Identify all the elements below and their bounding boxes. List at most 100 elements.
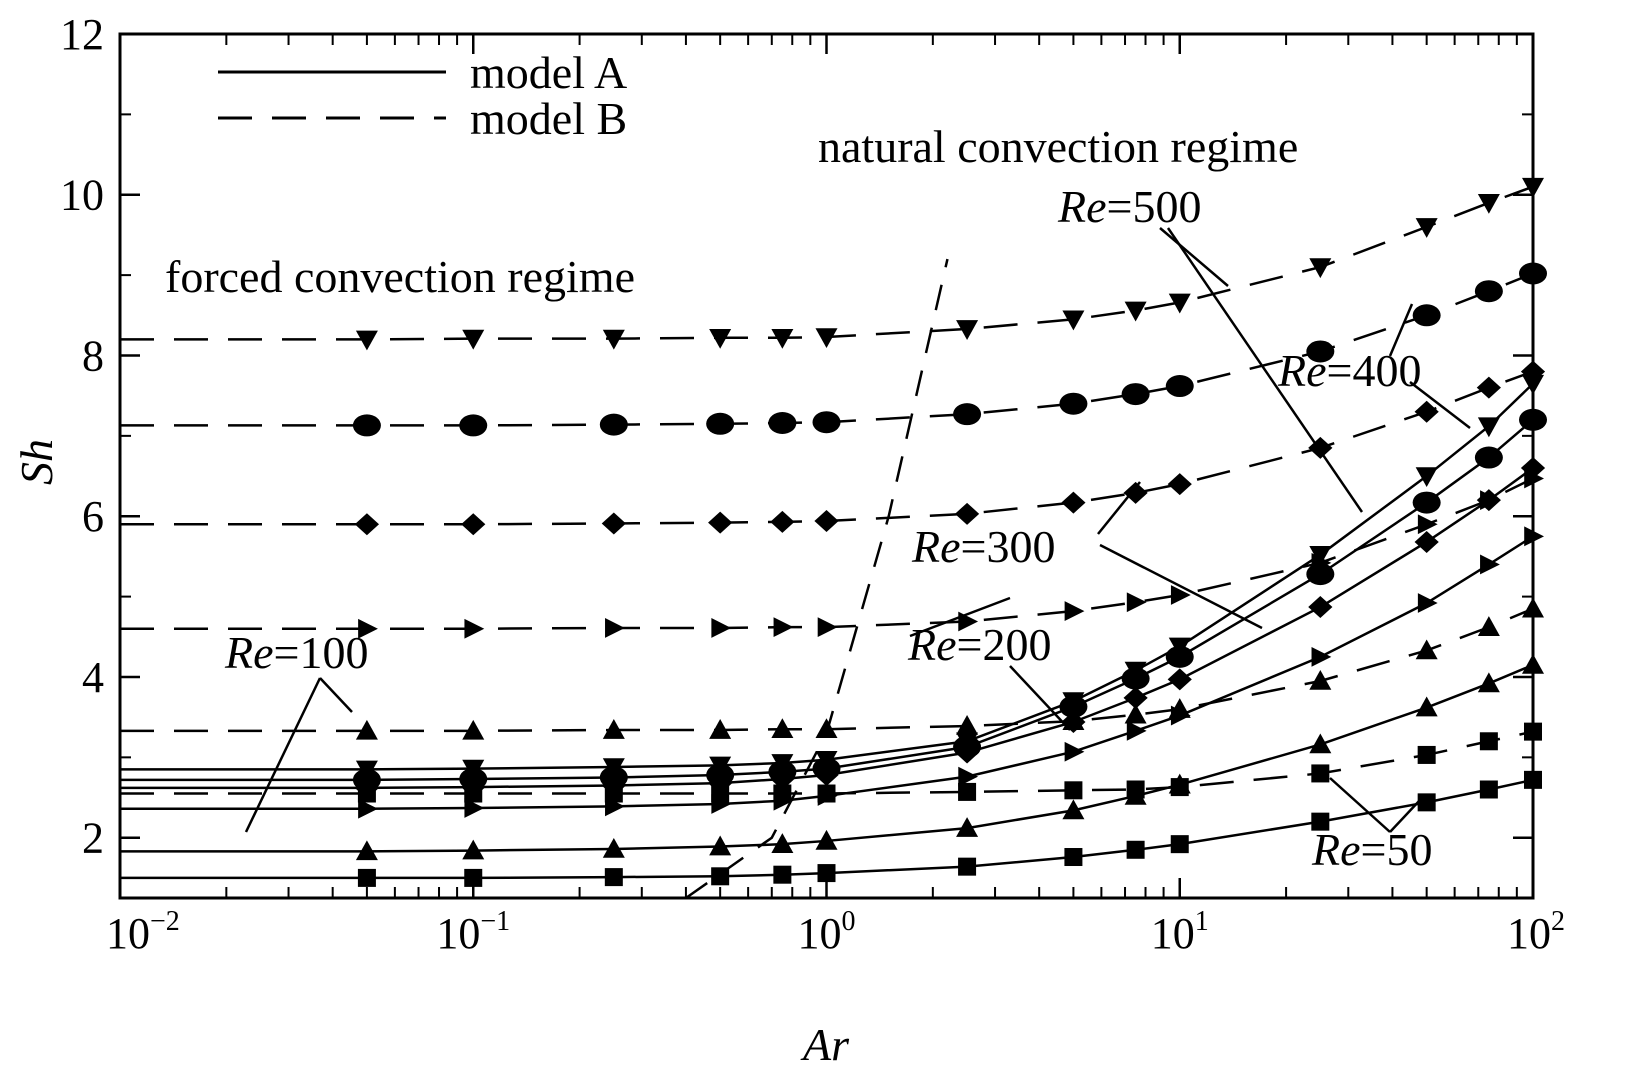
data-point-model-b-re50 xyxy=(464,784,483,803)
data-point-model-a-re200 xyxy=(464,798,485,818)
data-point-model-a-re100 xyxy=(462,839,485,860)
re50-label: Re=50 xyxy=(1311,824,1432,875)
leader-re100-a xyxy=(319,677,353,713)
x-tick-base: 10 xyxy=(1151,909,1195,958)
data-point-model-a-re300 xyxy=(1520,457,1546,480)
data-point-model-b-re200 xyxy=(1170,585,1191,605)
data-point-model-b-re50 xyxy=(1126,780,1145,799)
data-point-model-b-re500 xyxy=(1477,193,1500,214)
leader-re400-a xyxy=(1409,381,1471,429)
data-point-model-b-re200 xyxy=(711,618,732,638)
y-tick-label: 10 xyxy=(60,171,104,220)
data-point-model-a-re200 xyxy=(1524,526,1544,547)
data-point-model-b-re200 xyxy=(773,617,794,638)
data-point-model-b-re400 xyxy=(352,414,381,437)
y-tick-label: 12 xyxy=(60,10,104,59)
data-point-model-b-re400 xyxy=(953,403,982,426)
data-point-model-a-re500 xyxy=(1309,546,1332,566)
data-point-model-b-re200 xyxy=(1480,490,1500,511)
data-point-model-a-re50 xyxy=(1417,793,1436,812)
data-point-model-b-re400 xyxy=(1306,340,1335,363)
re200-label: Re=200 xyxy=(907,619,1051,670)
x-tick-exponent: 2 xyxy=(1551,906,1565,937)
data-point-model-a-re100 xyxy=(956,817,979,837)
data-point-model-a-re500 xyxy=(709,756,732,777)
data-point-model-a-re500 xyxy=(1522,374,1544,395)
leader-re400-b xyxy=(1388,303,1414,357)
data-point-model-a-re100 xyxy=(709,835,732,856)
data-point-model-b-re50 xyxy=(1064,781,1083,800)
data-point-model-a-re500 xyxy=(1415,467,1438,488)
data-point-model-b-re400 xyxy=(1412,304,1441,327)
data-point-model-b-re50 xyxy=(773,784,792,803)
data-point-model-a-re200 xyxy=(1311,646,1332,667)
data-point-model-a-re500 xyxy=(815,750,838,771)
y-axis-title: Sh xyxy=(11,439,62,485)
data-point-model-a-re50 xyxy=(1064,848,1083,867)
x-tick-base: 10 xyxy=(1507,909,1551,958)
data-point-model-a-re200 xyxy=(1480,554,1500,575)
data-point-model-b-re300 xyxy=(814,510,839,533)
data-point-model-b-re300 xyxy=(1476,376,1501,399)
data-point-model-b-re50 xyxy=(1524,722,1542,741)
re400-label: Re=400 xyxy=(1277,345,1421,396)
legend: model A model B xyxy=(218,47,627,144)
data-point-model-b-re50 xyxy=(958,782,977,801)
data-point-model-b-re500 xyxy=(1062,310,1085,331)
data-point-model-b-re100 xyxy=(355,719,378,740)
data-point-model-a-re300 xyxy=(1308,596,1333,619)
data-point-model-b-re400 xyxy=(768,412,797,435)
data-point-model-b-re300 xyxy=(354,513,380,536)
leader-re500-a xyxy=(1159,227,1229,287)
leader-re200-a xyxy=(1009,665,1071,731)
data-point-model-a-re400 xyxy=(1474,446,1503,469)
legend-label-model-b: model B xyxy=(470,93,627,144)
data-point-model-b-re100 xyxy=(815,718,838,739)
legend-label-model-a: model A xyxy=(470,47,627,98)
data-point-model-b-re500 xyxy=(1124,301,1147,322)
y-tick-label: 4 xyxy=(82,653,104,702)
data-point-model-b-re100 xyxy=(1522,597,1544,618)
data-point-model-b-re50 xyxy=(711,784,730,803)
data-point-model-a-re50 xyxy=(1311,812,1330,831)
series-line-model-b-re50 xyxy=(120,730,1534,795)
data-point-model-b-re500 xyxy=(1522,177,1544,198)
data-point-model-b-re400 xyxy=(1519,262,1547,285)
data-point-model-a-re50 xyxy=(958,857,977,876)
data-point-model-a-re100 xyxy=(602,837,625,858)
data-point-model-b-re50 xyxy=(357,784,376,803)
data-point-model-a-re500 xyxy=(1062,692,1085,713)
leader-re200-b xyxy=(909,596,1011,638)
leader-re100-b xyxy=(244,677,322,833)
leader-re300-b xyxy=(1099,543,1263,630)
natural-convection-label: natural convection regime xyxy=(818,121,1298,172)
data-point-model-b-re300 xyxy=(954,502,980,525)
leader-lines xyxy=(244,227,1471,833)
y-tick-label: 8 xyxy=(82,331,104,380)
data-point-model-b-re200 xyxy=(1064,601,1085,621)
x-tick-exponent: 1 xyxy=(1195,906,1209,937)
re100-label: Re=100 xyxy=(224,627,368,678)
data-point-model-b-re500 xyxy=(602,329,625,350)
re300-label: Re=300 xyxy=(911,521,1055,572)
data-point-model-b-re500 xyxy=(956,320,979,340)
data-point-model-a-re50 xyxy=(817,864,836,883)
data-point-model-b-re400 xyxy=(706,412,735,435)
data-point-model-b-re100 xyxy=(709,719,732,739)
data-point-model-a-re50 xyxy=(1479,780,1498,799)
data-point-model-a-re100 xyxy=(1415,696,1438,717)
data-point-model-a-re100 xyxy=(1522,653,1544,674)
data-point-model-b-re50 xyxy=(1479,732,1498,751)
y-tick-label: 2 xyxy=(82,814,104,863)
data-point-model-b-re400 xyxy=(812,411,841,434)
data-point-model-b-re100 xyxy=(1477,616,1500,636)
data-point-model-a-re100 xyxy=(771,833,794,853)
data-point-model-b-re50 xyxy=(1417,745,1436,764)
data-point-model-a-re500 xyxy=(771,754,794,774)
data-point-model-b-re300 xyxy=(1061,491,1086,514)
leader-re50-a xyxy=(1329,777,1391,833)
series-line-model-b-re100 xyxy=(120,607,1534,733)
x-tick-label: 10−1 xyxy=(436,906,510,958)
data-point-model-a-re200 xyxy=(1417,593,1438,613)
